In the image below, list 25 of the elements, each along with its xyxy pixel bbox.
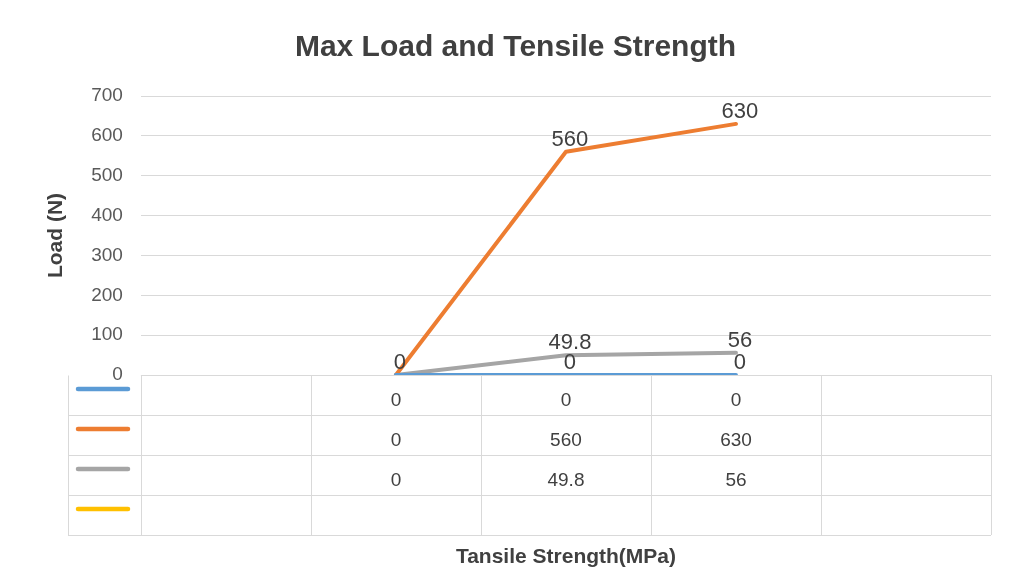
data-label: 56 [725,469,747,491]
annotation: 0 [393,349,407,375]
annotation: 560 [551,125,589,151]
data-label: 0 [560,389,572,411]
y-tick-label: 200 [91,283,123,305]
y-tick-label: 300 [91,243,123,265]
y-tick-label: 100 [91,323,123,345]
data-label: 49.8 [547,469,585,491]
text: Tansile Strength(MPa) [455,543,677,567]
chart-title: Max Load and Tensile Strength [294,29,737,63]
annotation: 630 [721,97,759,123]
data-label: 0 [390,469,402,491]
data-label: 0 [390,389,402,411]
y-tick-label: 600 [91,124,123,146]
data-label: 630 [720,429,752,451]
y-tick-label: 500 [91,163,123,185]
data-label: 0 [390,429,402,451]
data-label: 560 [550,429,582,451]
y-tick-label: 0 [112,363,123,385]
data-label: 0 [730,389,742,411]
y-tick-label: 700 [91,84,123,106]
y-tick-label: 400 [91,203,123,225]
annotation: 56 [727,326,753,352]
y-axis-title: Load (N) [43,192,67,279]
annotation: 0 [733,349,747,375]
